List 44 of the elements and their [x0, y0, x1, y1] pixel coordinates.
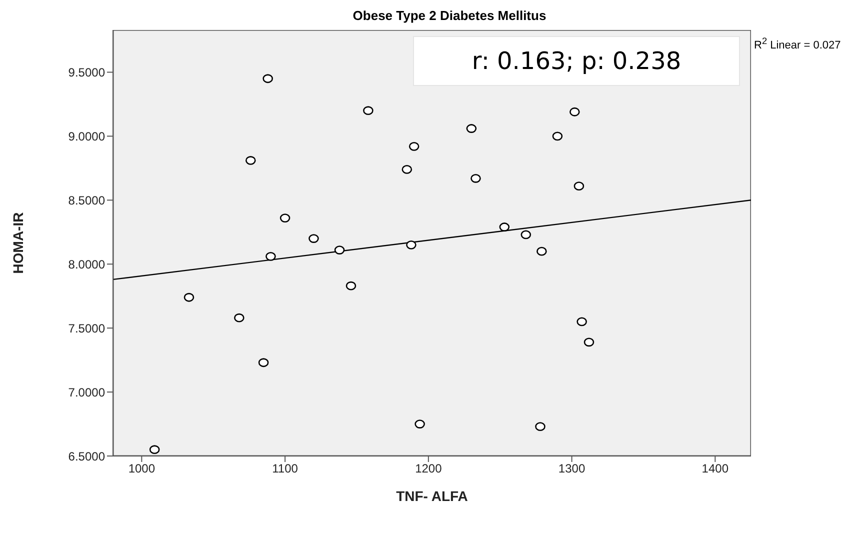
point — [346, 281, 356, 290]
x-tick-label: 1400 — [702, 462, 729, 476]
point — [334, 246, 345, 254]
point — [266, 252, 276, 261]
y-tick-label: 9.0000 — [68, 129, 106, 144]
point — [470, 174, 481, 183]
point — [258, 358, 269, 368]
point — [406, 240, 416, 250]
point — [552, 132, 563, 141]
point — [184, 292, 194, 302]
y-tick-label: 9.5000 — [68, 65, 106, 80]
y-axis-title: HOMA-IR — [10, 212, 26, 274]
point — [584, 338, 594, 347]
point — [402, 164, 412, 174]
point — [535, 422, 546, 432]
text-box: r: 0.163; p: 0.238 — [413, 36, 740, 86]
y-tick-label: 8.5000 — [68, 193, 106, 208]
point — [520, 230, 532, 240]
point — [245, 156, 256, 165]
x-axis-title: TNF- ALFA — [396, 488, 468, 504]
point — [574, 182, 584, 191]
point — [499, 222, 510, 232]
text: R$^{2}$ Linear = 0.027 — [754, 36, 841, 52]
point — [363, 106, 374, 116]
point — [308, 234, 319, 243]
point — [234, 313, 244, 322]
point — [536, 246, 547, 256]
point — [149, 445, 160, 454]
point — [466, 124, 477, 133]
point — [570, 107, 580, 116]
x-tick-label: 1300 — [558, 462, 586, 476]
y-tick-label: 7.0000 — [68, 385, 106, 400]
point — [408, 142, 420, 151]
y-tick-label: 6.5000 — [68, 449, 106, 464]
x-tick-label: 1000 — [128, 462, 156, 476]
point — [576, 317, 587, 326]
x-tick-label: 1100 — [272, 462, 298, 476]
y-tick-label: 7.5000 — [68, 321, 106, 336]
y-tick-label: 8.0000 — [68, 257, 106, 272]
point — [262, 74, 273, 84]
x-tick-label: 1200 — [415, 462, 442, 476]
point — [414, 420, 425, 428]
point — [280, 214, 290, 223]
chart-title: Obese Type 2 Diabetes Mellitus — [352, 8, 548, 23]
